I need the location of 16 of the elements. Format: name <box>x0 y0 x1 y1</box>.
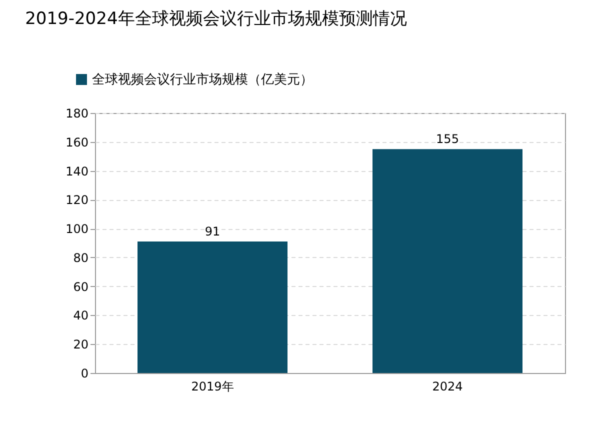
x-tick-label: 2024 <box>432 380 463 394</box>
y-tick-label: 40 <box>73 308 88 323</box>
y-tick-label: 60 <box>73 280 88 294</box>
y-tick-label: 100 <box>66 222 88 236</box>
y-tick-label: 140 <box>66 164 88 178</box>
y-tick-label: 120 <box>66 193 88 208</box>
y-tick-label: 180 <box>66 106 88 120</box>
y-tick-label: 80 <box>73 250 88 265</box>
y-tick-label: 0 <box>80 366 88 380</box>
data-label: 155 <box>436 132 459 146</box>
y-tick-label: 20 <box>73 338 88 352</box>
y-tick-label: 160 <box>66 135 88 150</box>
chart-title: 2019-2024年全球视频会议行业市场规模预测情况 <box>25 9 407 29</box>
legend-label: 全球视频会议行业市场规模（亿美元） <box>92 72 313 88</box>
data-label: 91 <box>204 224 220 239</box>
x-tick-label: 2019年 <box>191 380 234 394</box>
